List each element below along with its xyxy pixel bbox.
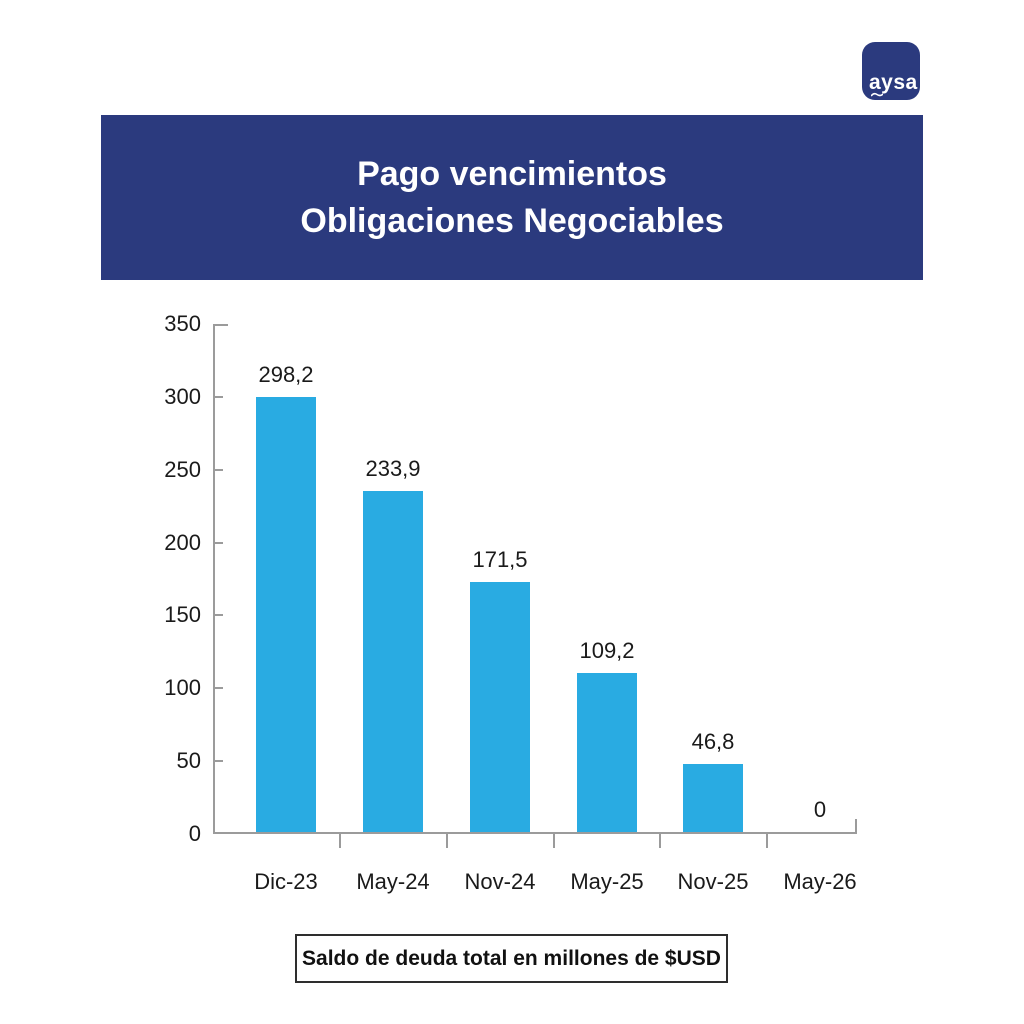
- bar-May-25: [577, 672, 637, 832]
- y-tick-label: 150: [164, 602, 201, 628]
- x-category-label: May-24: [356, 869, 430, 894]
- x-category-label: May-26: [783, 869, 857, 894]
- footer-note-text: Saldo de deuda total en millones de $USD: [302, 946, 721, 970]
- bar-value-label: 0: [813, 797, 827, 822]
- x-category-label: Nov-24: [464, 869, 536, 894]
- y-tick: [215, 468, 223, 471]
- y-tick: [215, 395, 223, 398]
- y-tick: [215, 541, 223, 544]
- bar-Dic-23: [256, 397, 316, 832]
- x-axis: [213, 832, 857, 834]
- bar-May-24: [363, 491, 423, 832]
- x-category-label: May-25: [570, 869, 644, 894]
- y-axis-end-tick: [215, 324, 228, 326]
- x-tick: [553, 834, 555, 848]
- bar-chart: 0 50 100 150 200 250 300 350 298,2 Dic-23 233,9 May…: [164, 313, 857, 894]
- y-tick-label: 50: [176, 748, 201, 774]
- y-tick-label: 100: [164, 675, 201, 701]
- bar-value-label: 233,9: [365, 456, 421, 482]
- page-title-line1: Pago vencimientos: [357, 154, 667, 193]
- x-tick: [339, 834, 341, 848]
- y-tick-label: 0: [188, 821, 201, 846]
- bar-Nov-24: [470, 582, 530, 832]
- x-category-label: Dic-23: [254, 869, 318, 894]
- y-axis: [213, 324, 215, 834]
- x-axis-end-tick: [855, 819, 857, 832]
- header-banner: Pago vencimientos Obligaciones Negociabl…: [101, 115, 923, 280]
- x-category-label: Nov-25: [677, 869, 749, 894]
- bar-value-label: 109,2: [579, 637, 635, 663]
- y-tick-label: 300: [164, 383, 201, 409]
- y-tick: [215, 687, 223, 690]
- aysa-logo-wave-icon: [871, 92, 883, 97]
- aysa-logo: aysa: [862, 42, 920, 100]
- x-tick: [659, 834, 661, 848]
- y-tick-label: 250: [164, 456, 201, 482]
- y-tick-label: 200: [164, 529, 201, 555]
- y-tick: [215, 614, 223, 617]
- bar-Nov-25: [683, 763, 743, 832]
- bar-value-label: 46,8: [691, 728, 735, 754]
- aysa-logo-text: aysa: [869, 71, 918, 94]
- x-tick: [446, 834, 448, 848]
- bar-value-label: 298,2: [258, 362, 314, 388]
- x-tick: [766, 834, 768, 848]
- y-tick-label: 350: [164, 311, 201, 336]
- y-tick: [215, 760, 223, 763]
- bar-value-label: 171,5: [472, 547, 528, 573]
- page-title-line2: Obligaciones Negociables: [300, 201, 724, 240]
- footer-note-box: Saldo de deuda total en millones de $USD: [295, 934, 728, 983]
